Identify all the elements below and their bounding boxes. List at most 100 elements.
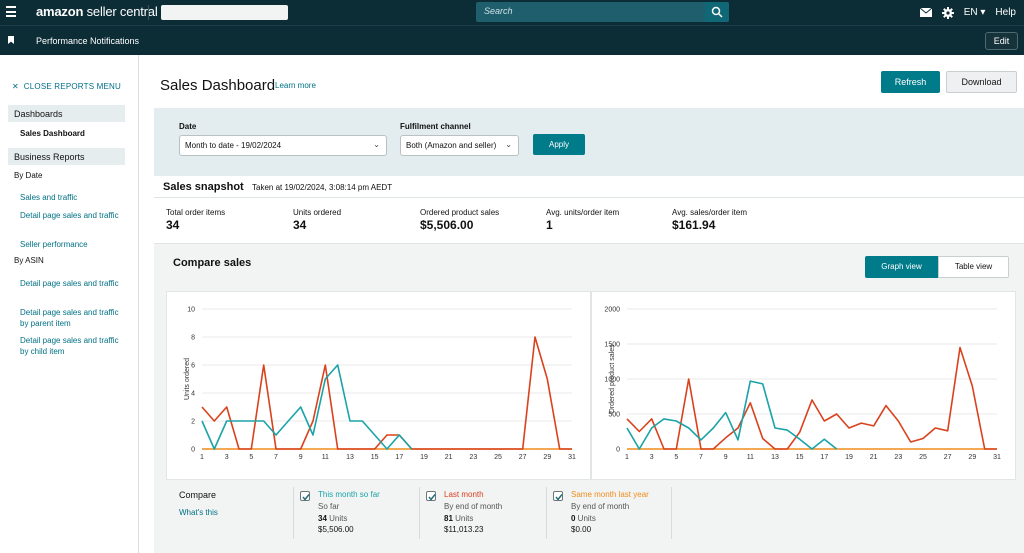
legend-units: 0 Units [571, 514, 596, 523]
channel-label: Fulfilment channel [400, 122, 471, 131]
sidebar-item-sales-traffic[interactable]: Sales and traffic [20, 193, 78, 202]
download-button[interactable]: Download [946, 71, 1017, 93]
metric-ordered-product-sales: Ordered product sales $5,506.00 [420, 208, 500, 232]
apply-button[interactable]: Apply [533, 134, 585, 155]
date-label: Date [179, 122, 197, 131]
legend-title: Compare [179, 490, 217, 500]
legend-units: 81 Units [444, 514, 474, 523]
edit-button[interactable]: Edit [985, 32, 1018, 50]
x-tick-label: 25 [494, 454, 502, 461]
chevron-down-icon: ⌄ [373, 140, 380, 149]
legend-sub: By end of month [571, 502, 630, 511]
x-tick-label: 7 [274, 454, 278, 461]
sidebar-heading-business-reports[interactable]: Business Reports [8, 148, 125, 165]
search-placeholder: Search [484, 6, 513, 16]
search-button[interactable] [705, 2, 729, 22]
x-tick-label: 13 [771, 454, 779, 461]
y-tick-label: 2 [191, 419, 195, 426]
metric-avg-units: Avg. units/order item 1 [546, 208, 620, 232]
bookmark-icon[interactable] [8, 36, 14, 44]
x-tick-label: 31 [568, 454, 576, 461]
filters-panel: Date Month to date - 19/02/2024 ⌄ Fulfilm… [154, 108, 1024, 176]
channel-select[interactable]: Both (Amazon and seller) ⌄ [400, 135, 519, 156]
y-tick-label: 0 [191, 447, 195, 454]
sidebar-item-sales-dashboard[interactable]: Sales Dashboard [20, 129, 85, 138]
gear-icon[interactable] [941, 6, 954, 19]
sidebar-item-seller-performance[interactable]: Seller performance [20, 240, 88, 249]
notification-bar: Performance Notifications Edit [0, 25, 1024, 55]
y-tick-label: 6 [191, 363, 195, 370]
divider [148, 5, 149, 20]
whats-this-link[interactable]: What's this [179, 508, 218, 517]
sidebar-item-detail-page-date[interactable]: Detail page sales and traffic [20, 211, 119, 220]
compare-title: Compare sales [173, 257, 252, 269]
x-tick-label: 19 [845, 454, 853, 461]
performance-notifications[interactable]: Performance Notifications [36, 36, 140, 46]
legend-units: 34 Units [318, 514, 348, 523]
logo[interactable]: amazon seller central [36, 4, 158, 19]
x-tick-label: 9 [724, 454, 728, 461]
metric-total-order-items: Total order items 34 [166, 208, 226, 232]
close-reports-menu[interactable]: ✕ CLOSE REPORTS MENU [12, 82, 122, 91]
mail-icon[interactable] [919, 8, 932, 17]
check-icon [302, 494, 310, 501]
legend-name: Same month last year [571, 490, 649, 499]
reports-sidebar: ✕ CLOSE REPORTS MENU Dashboards Sales Da… [0, 55, 139, 553]
sidebar-subheading-by-date: By Date [14, 171, 43, 180]
learn-more-link[interactable]: Learn more [275, 81, 316, 90]
sales-snapshot: Sales snapshot Taken at 19/02/2024, 3:08… [154, 176, 1024, 244]
series-line [201, 364, 413, 450]
close-icon: ✕ [12, 82, 19, 91]
search-input[interactable]: Search [476, 2, 729, 22]
y-axis-label: Units ordered [184, 358, 191, 400]
x-tick-label: 5 [674, 454, 678, 461]
units-chart: 0 2 4 6 8 10 1 3 5 7 9 11 13 15 17 19 21 23 25 27 29 31 Units … [166, 291, 591, 480]
sidebar-subheading-by-asin: By ASIN [14, 256, 44, 265]
graph-view-button[interactable]: Graph view [865, 256, 938, 278]
x-tick-label: 11 [747, 454, 754, 461]
checkbox-same-month-last-year[interactable] [553, 491, 563, 501]
language-selector[interactable]: EN ▾ [963, 7, 986, 18]
legend-sales: $11,013.23 [444, 525, 484, 534]
x-tick-label: 7 [699, 454, 703, 461]
checkbox-this-month[interactable] [300, 491, 310, 501]
series-line [626, 380, 838, 450]
refresh-button[interactable]: Refresh [881, 71, 940, 93]
sidebar-item-child-item[interactable]: Detail page sales and traffic by child i… [20, 336, 119, 356]
y-tick-label: 2000 [604, 307, 620, 314]
y-tick-label: 8 [191, 335, 195, 342]
legend-name: This month so far [318, 490, 380, 499]
account-switcher[interactable] [161, 5, 288, 20]
date-select[interactable]: Month to date - 19/02/2024 ⌄ [179, 135, 387, 156]
search-icon [711, 6, 723, 18]
legend-sales: $5,506.00 [318, 525, 354, 534]
x-tick-label: 17 [395, 454, 403, 461]
y-tick-label: 10 [187, 307, 195, 314]
top-bar: amazon seller central Search EN ▾ Help [0, 0, 1024, 25]
table-view-button[interactable]: Table view [938, 256, 1009, 278]
legend-sales: $0.00 [571, 525, 592, 534]
sales-chart: 0 500 1000 1500 2000 1 3 5 7 9 11 13 15 17 19 21 23 25 27 2… [591, 291, 1016, 480]
x-tick-label: 27 [944, 454, 952, 461]
x-tick-label: 23 [469, 454, 477, 461]
metric-avg-sales: Avg. sales/order item $161.94 [672, 208, 747, 232]
help-link[interactable]: Help [995, 7, 1016, 18]
series-line [626, 346, 997, 450]
legend-sub: By end of month [444, 502, 503, 511]
sidebar-heading-dashboards[interactable]: Dashboards [8, 105, 125, 122]
check-icon [428, 494, 436, 501]
x-tick-label: 13 [346, 454, 354, 461]
menu-icon[interactable] [6, 6, 16, 18]
checkbox-last-month[interactable] [426, 491, 436, 501]
x-tick-label: 21 [870, 454, 878, 461]
x-tick-label: 23 [894, 454, 902, 461]
legend-last-month: Last month By end of month 81 Units $11,… [419, 487, 545, 539]
metric-units-ordered: Units ordered 34 [293, 208, 342, 232]
x-tick-label: 9 [299, 454, 303, 461]
x-tick-label: 27 [519, 454, 527, 461]
sidebar-item-detail-page-asin[interactable]: Detail page sales and traffic [20, 279, 119, 288]
sidebar-item-parent-item[interactable]: Detail page sales and traffic by parent … [20, 308, 119, 328]
legend-sub: So far [318, 502, 340, 511]
